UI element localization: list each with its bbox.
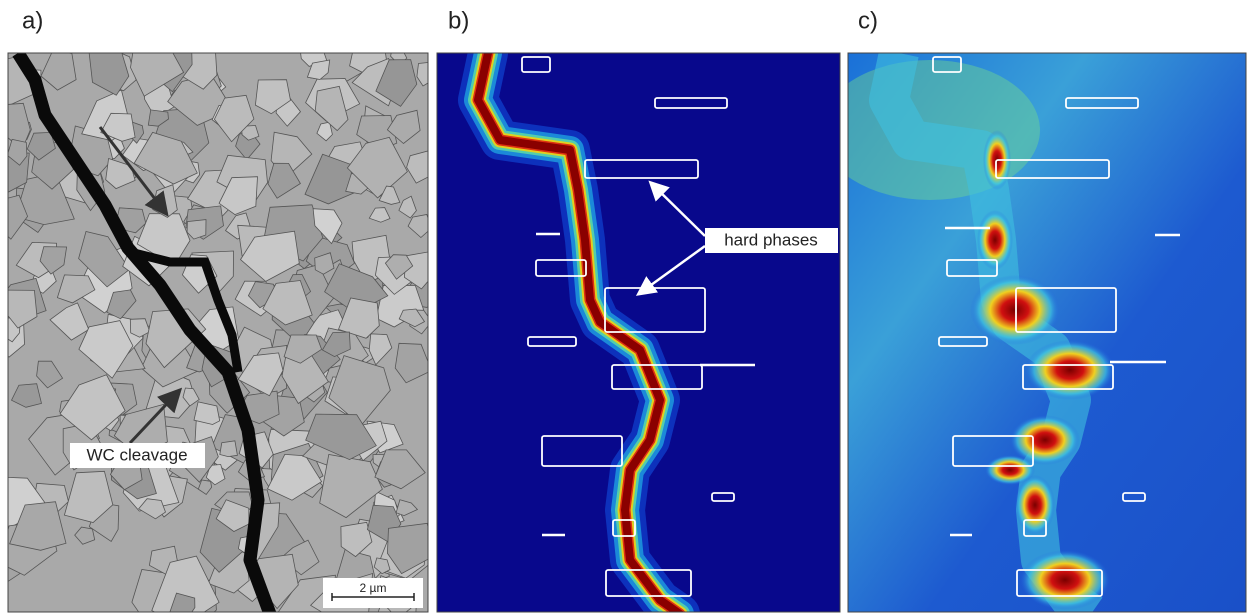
panel-label: b) [448,7,469,34]
grain [220,441,238,457]
panel-label: c) [858,7,878,34]
panel-a: WC cleavage 2 µm [0,29,446,614]
hotspot [1025,340,1115,400]
annotation: WC cleavage [86,445,187,464]
panel-label: a) [22,7,43,34]
scale-label: 2 µm [360,581,387,595]
hotspot [970,275,1060,345]
page: WC cleavage2 µm hard phases a)b)c) (() =… [0,0,1249,614]
figure: WC cleavage 2 µm hard phases a) b) c) [0,0,1249,614]
panel-b: hard phases [437,53,840,614]
hotspot [985,455,1035,485]
hotspot [1020,550,1110,610]
hotspot [1015,475,1055,535]
annotation: hard phases [724,230,818,249]
panel-c [820,53,1246,614]
hotspot [977,210,1013,270]
